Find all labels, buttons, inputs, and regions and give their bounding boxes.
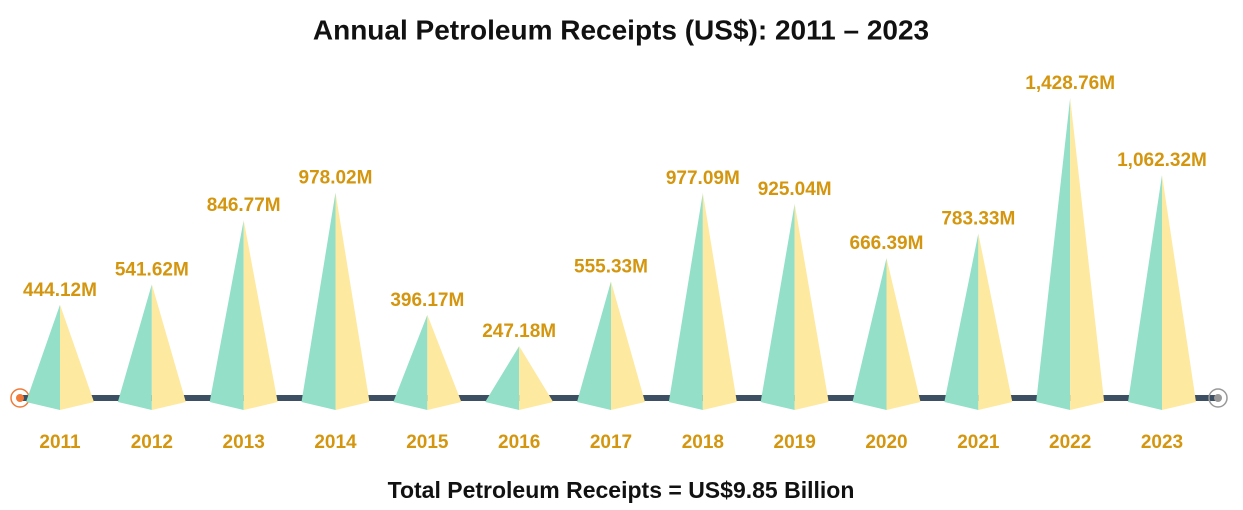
pyramid-left <box>577 281 611 410</box>
x-tick-label: 2012 <box>131 432 173 453</box>
x-tick-label: 2016 <box>498 432 540 453</box>
value-label: 541.62M <box>115 259 189 280</box>
pyramid-right <box>427 314 462 410</box>
pyramid-left <box>760 203 795 410</box>
value-label: 444.12M <box>23 280 97 301</box>
x-tick-label: 2020 <box>865 432 907 453</box>
pyramid-left <box>1128 174 1162 410</box>
chart-title: Annual Petroleum Receipts (US$): 2011 – … <box>313 14 929 45</box>
pyramid-right <box>335 192 370 410</box>
pyramid-left <box>944 233 979 410</box>
x-tick-label: 2011 <box>39 432 81 453</box>
x-tick-label: 2014 <box>314 432 357 453</box>
pyramid-left <box>852 258 887 410</box>
value-label: 1,062.32M <box>1117 150 1207 171</box>
end-dot <box>1214 394 1222 402</box>
pyramid-right <box>794 203 829 410</box>
pyramid-right <box>886 258 921 410</box>
pyramid-left <box>1036 98 1071 410</box>
end-marker <box>1208 388 1228 408</box>
value-label: 1,428.76M <box>1025 73 1115 94</box>
pyramid-right <box>519 346 554 410</box>
pyramid-left <box>301 192 336 410</box>
x-tick-label: 2013 <box>223 432 265 453</box>
pyramid-left <box>668 192 703 410</box>
pyramid-right <box>60 304 94 410</box>
pyramid-left <box>485 346 520 410</box>
pyramid-left <box>393 314 428 410</box>
start-dot <box>16 394 24 402</box>
pyramid-right <box>1070 98 1105 410</box>
pyramid-left <box>26 304 60 410</box>
x-tick-label: 2019 <box>774 432 816 453</box>
pyramid-right <box>243 220 278 410</box>
value-label: 925.04M <box>758 179 832 200</box>
x-tick-label: 2022 <box>1049 432 1091 453</box>
pyramid-right <box>1162 174 1196 410</box>
value-label: 783.33M <box>941 209 1015 230</box>
value-label: 396.17M <box>390 290 464 311</box>
value-label: 247.18M <box>482 321 556 342</box>
x-tick-label: 2023 <box>1141 432 1183 453</box>
value-label: 977.09M <box>666 168 740 189</box>
x-tick-label: 2017 <box>590 432 632 453</box>
pyramid-left <box>117 284 152 410</box>
pyramid-right <box>611 281 645 410</box>
value-label: 846.77M <box>207 195 281 216</box>
annotation: Total Petroleum Receipts = US$9.85 Billi… <box>388 477 855 503</box>
x-tick-label: 2015 <box>406 432 449 453</box>
pyramid-right <box>978 233 1013 410</box>
x-tick-label: 2021 <box>957 432 1000 453</box>
pyramid-right <box>151 284 186 410</box>
value-label: 666.39M <box>850 233 924 254</box>
value-label: 978.02M <box>299 168 373 189</box>
pyramid-left <box>209 220 244 410</box>
x-tick-label: 2018 <box>682 432 724 453</box>
pyramid-right <box>702 192 737 410</box>
value-label: 555.33M <box>574 256 648 277</box>
